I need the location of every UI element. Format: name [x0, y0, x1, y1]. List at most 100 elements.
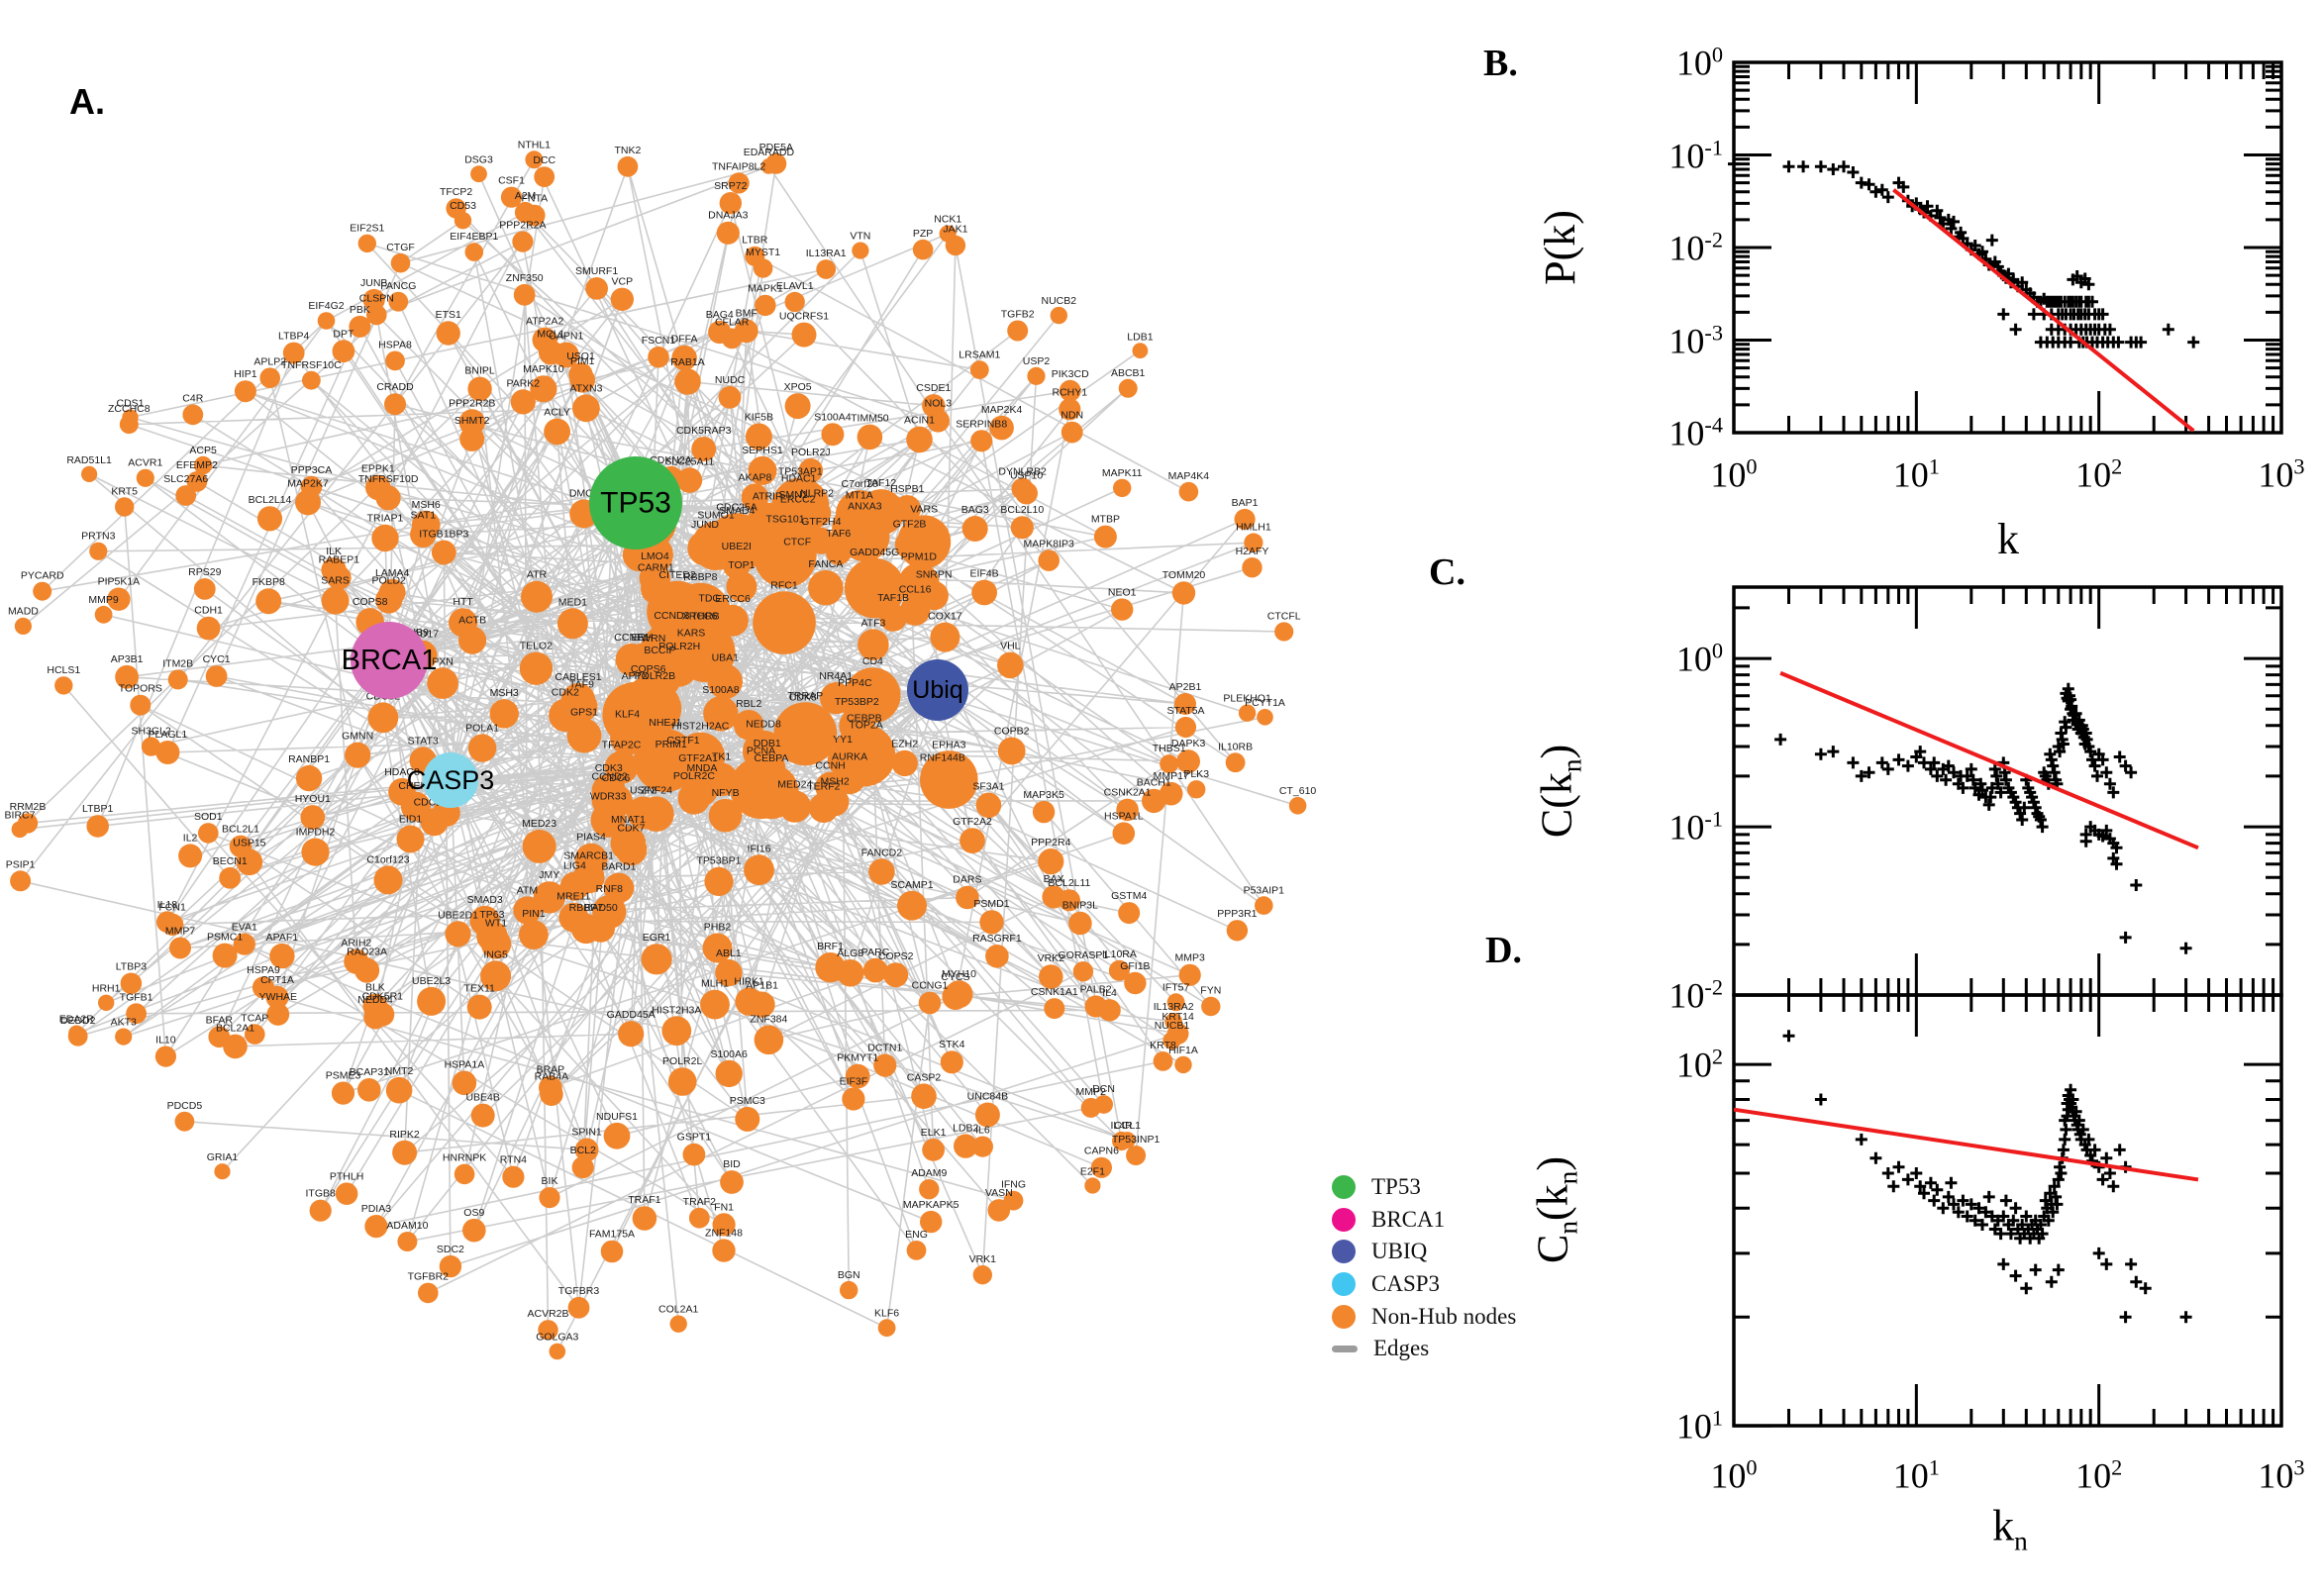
network-node-label: POLR2J [791, 447, 831, 458]
plot-frame [1732, 585, 2283, 997]
network-node-label: KLF6 [874, 1307, 899, 1319]
network-node [392, 1140, 418, 1165]
network-node-label: BCL2A1 [216, 1023, 254, 1035]
network-node-label: GSPT1 [677, 1132, 712, 1144]
network-node-label: POLR2H [658, 641, 700, 652]
network-node-label: ITM2B [162, 658, 193, 670]
network-node-label: BECN1 [213, 855, 248, 867]
network-node-label: ATR [527, 569, 548, 581]
network-node-label: PPP2R2A [499, 220, 546, 232]
network-node [911, 1083, 937, 1109]
network-node-label: HSPA1A [445, 1059, 485, 1071]
network-node [985, 945, 1009, 968]
network-node-label: HSPA9 [247, 964, 280, 976]
network-node-label: IL18 [157, 899, 178, 911]
network-node [734, 319, 758, 344]
network-node-label: JUND [691, 519, 719, 531]
network-node [922, 394, 946, 418]
network-node-label: MMP3 [1175, 952, 1205, 964]
network-node [703, 696, 739, 732]
network-node-label: DSG3 [464, 153, 493, 165]
network-node-label: MADD [8, 606, 39, 618]
network-node-label: EIF4B [970, 568, 999, 580]
network-node-label: GADD45A [607, 1009, 656, 1021]
network-node-label: PIM1 [570, 355, 595, 367]
network-node [1178, 481, 1199, 502]
network-node [661, 1016, 692, 1047]
network-node-label: THBS1 [1153, 743, 1186, 754]
network-node-label: PIN1 [522, 908, 546, 920]
network-node-label: TP63 [479, 909, 504, 921]
network-node [530, 375, 557, 403]
network-node-label: LAMA4 [375, 567, 410, 579]
network-node [373, 865, 403, 895]
network-node-label: AKAP8 [738, 471, 771, 483]
legend-item: CASP3 [1332, 1268, 1589, 1301]
network-node-label: IL2 [183, 832, 198, 844]
network-node-label: MCL1 [537, 329, 564, 341]
legend-item: Edges [1332, 1333, 1589, 1365]
network-node [1039, 964, 1063, 989]
network-node [919, 1179, 940, 1200]
network-node-label: EGR1 [643, 932, 671, 944]
network-node [467, 734, 497, 762]
network-node [570, 913, 602, 945]
network-node-label: UNC84B [967, 1091, 1008, 1103]
network-node [735, 1106, 760, 1132]
network-node-label: IL10RB [1218, 741, 1253, 752]
network-node [68, 1025, 85, 1042]
y-tick-label: 10-2 [1668, 227, 1723, 268]
network-node-label: CDK7 [617, 822, 645, 834]
network-node [720, 1170, 744, 1194]
network-node-label: CDK8 [789, 691, 817, 703]
network-node-label: C7orf20 [842, 478, 879, 490]
network-node-label: NUCB1 [1155, 1020, 1190, 1032]
x-tick-label: 102 [2075, 1454, 2123, 1496]
hub-label-brca1: BRCA1 [342, 645, 438, 676]
network-node-label: COPB2 [994, 726, 1030, 738]
network-node-label: IL4 [1102, 987, 1117, 999]
network-node-label: WT1 [485, 917, 507, 929]
network-node [712, 1239, 736, 1262]
network-node [971, 579, 997, 606]
network-node-label: PRTN3 [81, 531, 115, 543]
panel-d-label: D. [1485, 930, 1522, 971]
network-node-label: ACIN1 [904, 415, 935, 427]
hub-label-ubiq: Ubiq [912, 676, 962, 704]
network-node-label: MED1 [558, 596, 587, 608]
network-node-label: CLSPN [359, 293, 394, 305]
network-node-label: RCHY1 [1053, 386, 1088, 398]
hub-label-tp53: TP53 [600, 487, 671, 520]
network-node-label: ACP5 [189, 445, 217, 456]
network-node [688, 1207, 710, 1229]
network-node-label: ALG8 [837, 948, 863, 959]
network-node [466, 994, 492, 1020]
network-node-label: USP2 [1023, 355, 1051, 367]
network-node [989, 415, 1014, 441]
network-node-label: PLEKHO1 [1223, 693, 1271, 705]
network-node-label: UBA1 [712, 652, 740, 664]
network-node-label: EID1 [399, 813, 423, 825]
network-node [906, 1241, 927, 1260]
network-node [521, 580, 553, 613]
network-node-label: ELAVL1 [776, 280, 814, 292]
network-node-label: HSPB1 [890, 483, 925, 495]
network-node [845, 1063, 870, 1089]
y-tick-label: 100 [1675, 638, 1723, 679]
network-node-label: MYH10 [942, 968, 976, 980]
network-node [808, 569, 844, 606]
network-node [626, 796, 659, 830]
network-node-label: UQCRFS1 [779, 311, 829, 323]
network-node [979, 910, 1004, 935]
network-node-label: MSH3 [490, 687, 519, 699]
network-node-label: PSIP1 [6, 858, 36, 870]
network-node [648, 346, 669, 368]
network-node-label: TCAP [241, 1012, 268, 1024]
network-node-label: TP53AP1 [778, 466, 823, 478]
y-tick-label: 10-2 [1668, 974, 1723, 1016]
network-node [156, 911, 178, 934]
network-node-label: PRIM1 [656, 739, 687, 750]
network-node-label: C4R [182, 392, 203, 404]
network-node [852, 242, 869, 259]
network-node-label: AP3B1 [111, 653, 144, 665]
